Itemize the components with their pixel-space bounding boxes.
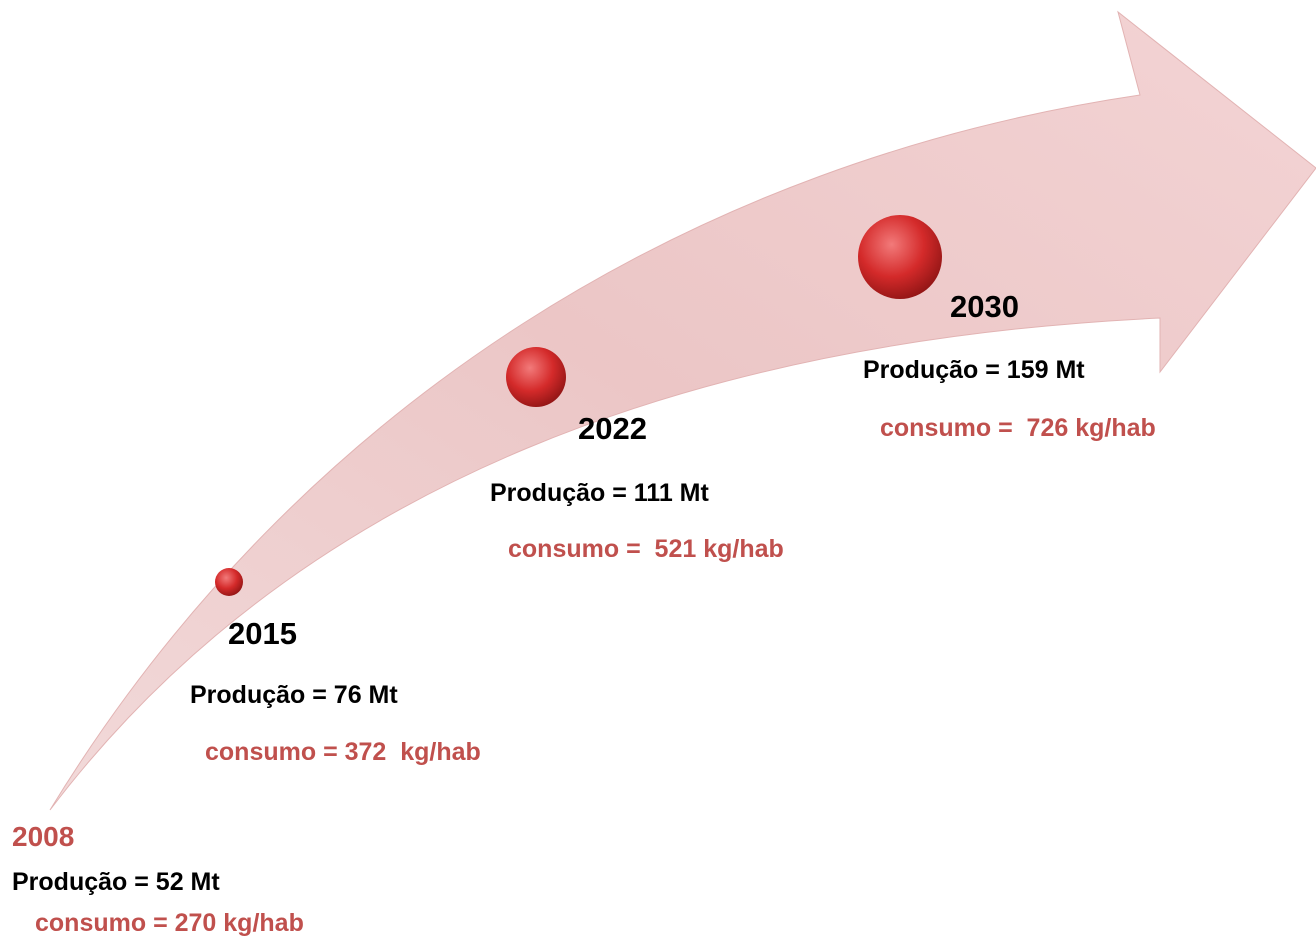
consumption: consumo = 521 kg/hab xyxy=(508,535,784,563)
production: Produção = 159 Mt xyxy=(863,356,1085,384)
production: Produção = 52 Mt xyxy=(12,868,220,896)
year: 2022 xyxy=(578,411,647,446)
consumption: consumo = 726 kg/hab xyxy=(880,414,1156,442)
milestone-dot xyxy=(215,568,243,596)
year: 2030 xyxy=(950,289,1019,324)
milestone-dot xyxy=(858,215,942,299)
growth-arrow xyxy=(49,10,1316,811)
production: Produção = 76 Mt xyxy=(190,681,398,709)
production: Produção = 111 Mt xyxy=(490,479,710,507)
year: 2015 xyxy=(228,616,297,651)
year: 2008 xyxy=(12,821,74,852)
consumption: consumo = 372 kg/hab xyxy=(205,738,481,766)
consumption: consumo = 270 kg/hab xyxy=(35,909,304,937)
milestone-dot xyxy=(506,347,566,407)
